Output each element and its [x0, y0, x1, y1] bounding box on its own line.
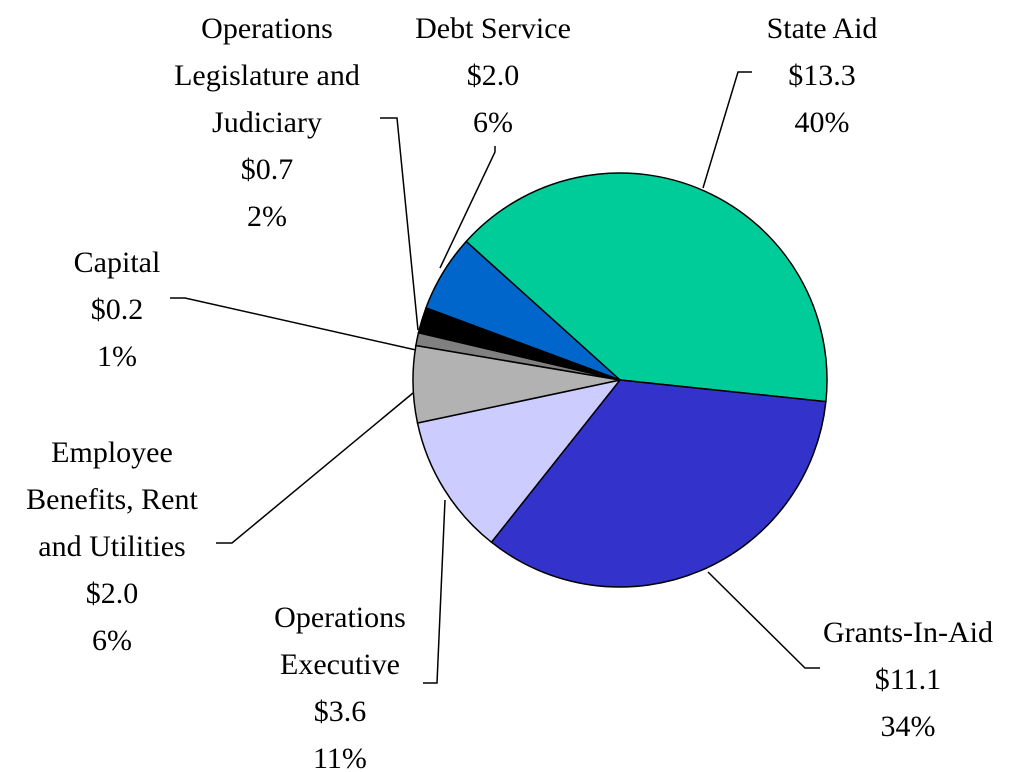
category-name: Employee Benefits, Rent and Utilities — [26, 436, 198, 563]
percent-label: 6% — [92, 624, 132, 657]
leader-line — [707, 571, 820, 669]
amount-label: $2.0 — [466, 59, 520, 92]
slice-label: Operations Executive $3.6 11% — [255, 594, 425, 772]
pie-slice — [416, 378, 622, 544]
leader-line — [380, 117, 419, 331]
percent-label: 6% — [473, 106, 513, 139]
pie-slice — [425, 240, 621, 381]
pie-slice — [465, 172, 828, 403]
percent-label: 40% — [794, 106, 850, 139]
amount-label: $2.0 — [85, 577, 139, 610]
amount-label: $13.3 — [788, 59, 856, 92]
category-name: Operations Executive — [274, 601, 406, 681]
slice-label: State Aid $13.3 40% — [722, 5, 922, 146]
leader-line — [702, 71, 752, 189]
category-name: State Aid — [766, 12, 878, 45]
category-name: Grants-In-Aid — [823, 616, 993, 649]
percent-label: 1% — [97, 340, 137, 373]
category-name: Capital — [73, 246, 161, 279]
amount-label: $0.7 — [240, 153, 294, 186]
slice-label: Employee Benefits, Rent and Utilities $2.… — [5, 429, 220, 664]
slice-label: Capital $0.2 1% — [42, 239, 192, 380]
slice-label: Operations Legislature and Judiciary $0.7… — [165, 5, 370, 240]
slice-label: Debt Service $2.0 6% — [393, 5, 593, 146]
amount-label: $0.2 — [90, 293, 144, 326]
leader-line — [216, 392, 414, 544]
leader-line — [170, 297, 417, 351]
slice-label: Grants-In-Aid $11.1 34% — [798, 609, 1018, 750]
amount-label: $3.6 — [313, 695, 367, 728]
leader-line — [439, 146, 496, 269]
percent-label: 11% — [313, 742, 367, 772]
percent-label: 34% — [880, 710, 936, 743]
category-name: Debt Service — [415, 12, 571, 45]
slices — [412, 172, 828, 588]
amount-label: $11.1 — [874, 663, 942, 696]
leader-line — [423, 499, 446, 684]
percent-label: 2% — [247, 200, 287, 233]
category-name: Operations Legislature and Judiciary — [174, 12, 360, 139]
pie-slice — [490, 379, 827, 588]
